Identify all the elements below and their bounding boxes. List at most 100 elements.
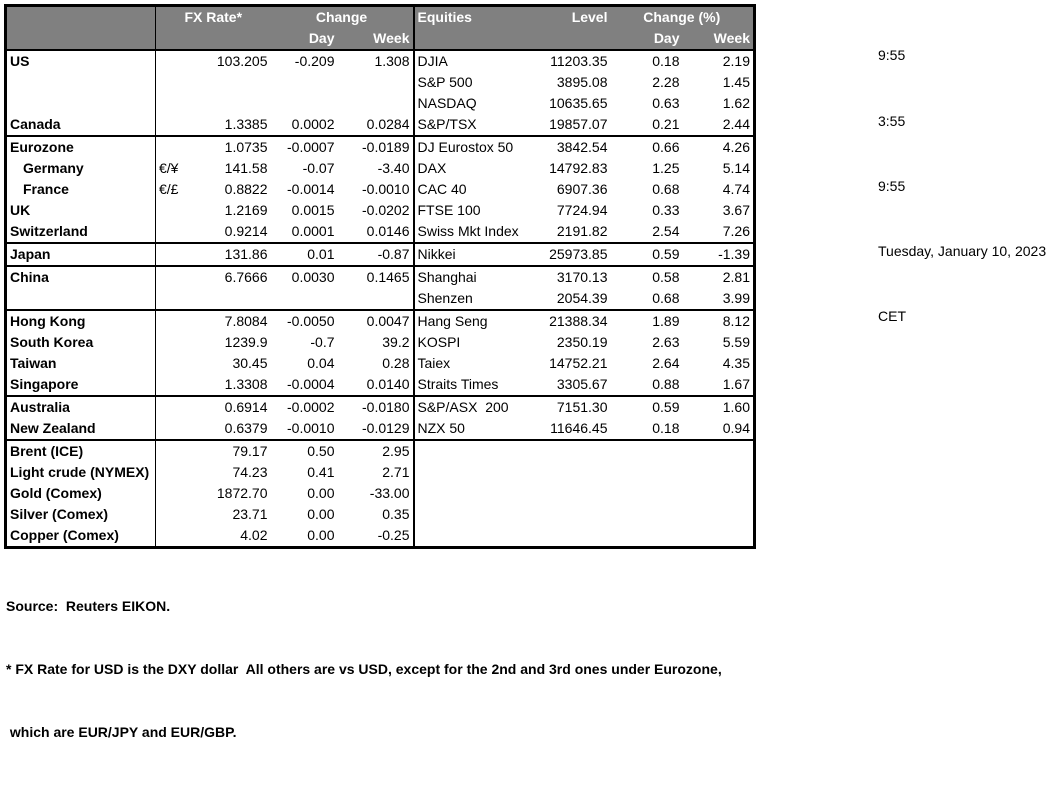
fx-day-change-cell: 0.41	[307, 464, 335, 480]
source-label: Source: Reuters EIKON.	[6, 598, 171, 614]
table-row: Shenzen 2054.39 0.68 3.99	[5, 288, 755, 310]
equity-name-cell: Shanghai	[413, 265, 534, 288]
equity-day-change-cell: 2.63	[652, 334, 680, 350]
equity-day-change-cell	[611, 483, 683, 504]
header-spacer	[155, 28, 190, 51]
equity-level-cell	[534, 504, 611, 525]
equity-level-cell	[534, 525, 611, 548]
country-cell: Silver (Comex)	[5, 504, 156, 525]
equity-week-change-cell: 2.19	[722, 53, 750, 69]
fx-day-change-cell: -0.0050	[270, 309, 338, 332]
time-entry-2: 3:55	[878, 112, 906, 129]
fx-rate-cell: 30.45	[232, 355, 268, 371]
fx-rate-cell: 79.17	[189, 439, 271, 462]
equities-week-header: Week	[682, 28, 755, 51]
table-row: Switzerland 0.9214 0.0001 0.0146 Swiss M…	[5, 221, 755, 243]
equity-week-change-cell: 3.67	[722, 202, 750, 218]
fx-day-change-cell: -0.0002	[270, 395, 338, 418]
equity-level-cell: 7724.94	[556, 202, 608, 218]
equity-level-cell	[534, 462, 611, 483]
equity-day-change-cell: 0.68	[652, 181, 680, 197]
equity-name-cell: Taiex	[417, 355, 451, 371]
fx-week-change-cell: 0.0140	[337, 374, 415, 396]
country-cell: Switzerland	[5, 221, 156, 243]
equity-name-cell: DJ Eurostox 50	[413, 135, 534, 158]
currency-pair-cell	[155, 395, 190, 418]
fx-day-change-cell: 0.50	[270, 439, 338, 462]
fx-week-change-cell: -0.25	[337, 525, 415, 548]
equity-name-cell: CAC 40	[417, 181, 467, 197]
equity-name-cell	[414, 525, 534, 548]
table-row: Copper (Comex) 4.02 0.00 -0.25	[5, 525, 755, 548]
equity-day-change-cell	[610, 439, 683, 462]
table-row: South Korea 1239.9 -0.7 39.2 KOSPI 2350.…	[5, 332, 755, 353]
date-label: Tuesday, January 10, 2023	[878, 242, 1047, 259]
fx-rate-cell: 1.3385	[224, 116, 268, 132]
fx-week-change-cell: 0.1465	[337, 265, 415, 288]
fx-rate-cell: 103.205	[216, 53, 268, 69]
equity-day-change-cell: 0.59	[610, 395, 683, 418]
equity-name-cell: NASDAQ	[417, 95, 477, 111]
equity-day-change-cell: 2.54	[652, 223, 680, 239]
equity-level-cell: 7151.30	[533, 395, 611, 418]
table-row: Silver (Comex) 23.71 0.00 0.35	[5, 504, 755, 525]
table-row: Taiwan 30.45 0.04 0.28 Taiex 14752.21 2.…	[5, 353, 755, 374]
currency-pair-cell	[156, 200, 190, 221]
fx-week-change-cell: 0.28	[337, 353, 415, 374]
equity-week-change-cell: 2.81	[682, 265, 755, 288]
equity-day-change-cell: 0.66	[610, 135, 683, 158]
fx-rate-cell: 0.8822	[224, 181, 268, 197]
footer: Source: Reuters EIKON. * FX Rate for USD…	[6, 554, 756, 785]
table-row: China 6.7666 0.0030 0.1465 Shanghai 3170…	[5, 265, 755, 288]
equity-week-change-cell: 1.67	[722, 376, 750, 392]
equity-level-cell: 3842.54	[533, 135, 611, 158]
table-body: US 103.205 -0.209 1.308 DJIA 11203.35 0.…	[5, 50, 755, 548]
equity-day-change-cell: 0.68	[652, 290, 680, 306]
fx-rate-cell: 0.6379	[224, 420, 268, 436]
equity-level-cell: 14752.21	[549, 355, 608, 371]
country-cell: France	[5, 179, 156, 200]
fx-rate-cell: 1872.70	[216, 485, 268, 501]
currency-pair-cell	[156, 72, 190, 93]
country-cell: Canada	[5, 114, 156, 136]
fx-week-change-cell: 2.95	[337, 439, 415, 462]
fx-week-change-cell: 0.0146	[337, 221, 415, 243]
equity-week-change-cell: 7.26	[722, 223, 750, 239]
equity-level-cell	[533, 439, 611, 462]
header-spacer	[533, 28, 611, 51]
table-row: NASDAQ 10635.65 0.63 1.62	[5, 93, 755, 114]
country-cell: Gold (Comex)	[5, 483, 156, 504]
fx-change-header: Change	[270, 5, 415, 28]
equity-week-change-cell	[682, 439, 755, 462]
equity-level-cell: 3170.13	[533, 265, 611, 288]
equity-day-change-cell: 2.28	[652, 74, 680, 90]
fx-rate-cell: 23.71	[232, 506, 268, 522]
country-cell: Brent (ICE)	[5, 439, 156, 462]
country-cell: South Korea	[5, 332, 156, 353]
currency-pair-cell	[156, 374, 190, 396]
currency-pair-cell	[155, 242, 190, 266]
table-header: FX Rate* Change Equities Level Change (%…	[5, 5, 755, 51]
equity-level-cell: 19857.07	[549, 116, 608, 132]
equity-name-cell: KOSPI	[417, 334, 461, 350]
fx-week-change-cell: -0.0129	[337, 418, 415, 440]
equity-level-cell: 3305.67	[556, 376, 608, 392]
fx-rate-cell: 1.3308	[224, 376, 268, 392]
equity-level-cell: 3895.08	[556, 74, 608, 90]
currency-pair-cell: €/¥	[159, 160, 179, 176]
fx-day-change-cell: 0.0001	[291, 223, 335, 239]
table-row: Canada 1.3385 0.0002 0.0284 S&P/TSX 1985…	[5, 114, 755, 136]
currency-pair-cell	[156, 114, 190, 136]
table-row: France €/£ 0.8822 -0.0014 -0.0010 CAC 40…	[5, 179, 755, 200]
currency-pair-cell	[156, 353, 190, 374]
level-header: Level	[533, 5, 611, 28]
footnote-line-1: * FX Rate for USD is the DXY dollar All …	[6, 661, 722, 677]
currency-pair-cell	[156, 221, 190, 243]
equity-week-change-cell: 2.44	[722, 116, 750, 132]
equity-level-cell: 6907.36	[556, 181, 608, 197]
equity-week-change-cell: 8.12	[682, 309, 755, 332]
equity-day-change-cell: 0.21	[652, 116, 680, 132]
equity-week-change-cell	[683, 483, 755, 504]
spreadsheet-page: { "colors": { "header_bg": "#808080", "h…	[4, 4, 1047, 740]
market-data-table: FX Rate* Change Equities Level Change (%…	[4, 4, 756, 549]
